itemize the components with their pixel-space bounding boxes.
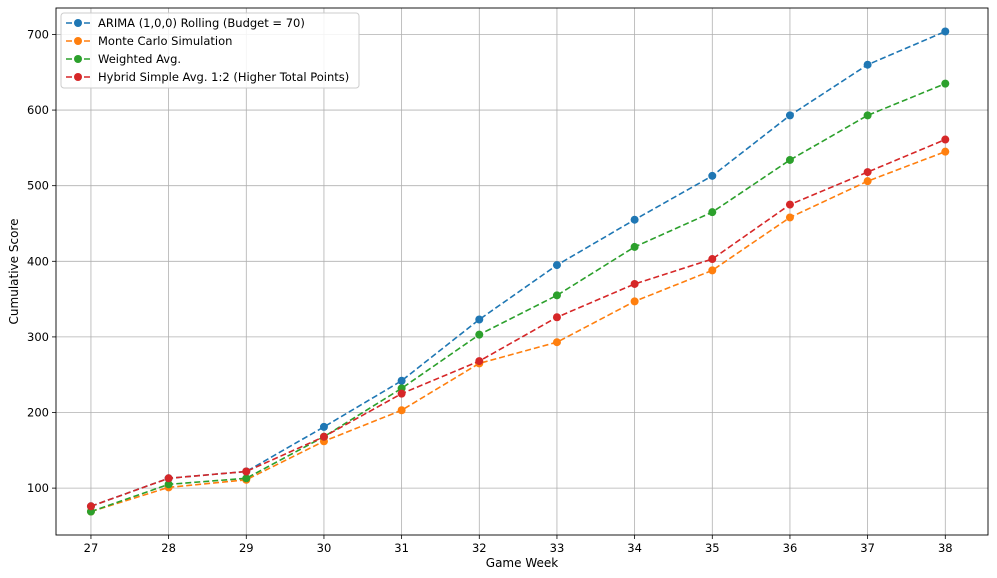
x-tick-label: 36 [783,541,798,555]
data-point [863,177,872,186]
legend-label: Weighted Avg. [98,52,181,66]
data-point [863,111,872,120]
data-point [863,60,872,69]
series-line [90,138,946,508]
data-point [164,480,173,489]
data-point [785,111,794,120]
y-axis-ticks: 100 200 300 400 500 600 700 [27,27,56,495]
legend-label: ARIMA (1,0,0) Rolling (Budget = 70) [98,16,305,30]
data-point [941,147,950,156]
data-point [708,255,717,264]
data-point [941,135,950,144]
x-tick-label: 29 [239,541,254,555]
y-axis-label: Cumulative Score [7,219,21,325]
series-line [90,82,946,513]
y-tick-label: 600 [27,103,49,117]
legend-item: Weighted Avg. [66,52,181,66]
y-tick-label: 100 [27,481,49,495]
x-tick-label: 38 [938,541,953,555]
data-point [630,215,639,224]
x-tick-label: 32 [472,541,487,555]
data-point [552,313,561,322]
data-point [708,266,717,275]
data-point [475,357,484,366]
y-tick-label: 300 [27,330,49,344]
x-tick-label: 34 [627,541,642,555]
data-point [785,155,794,164]
data-point [242,474,251,483]
data-point [941,27,950,36]
data-point [630,242,639,251]
x-tick-label: 28 [161,541,176,555]
data-point [397,389,406,398]
series-layer [86,27,950,516]
legend-label: Monte Carlo Simulation [98,34,232,48]
data-point [708,171,717,180]
legend-item: Monte Carlo Simulation [66,34,232,48]
data-point [319,422,328,431]
data-point [941,79,950,88]
legend: ARIMA (1,0,0) Rolling (Budget = 70) Monte… [60,12,360,89]
data-point [475,315,484,324]
data-point [708,208,717,217]
y-tick-label: 200 [27,406,49,420]
x-tick-label: 33 [550,541,565,555]
legend-box [60,12,360,89]
x-axis-label: Game Week [486,556,558,570]
x-tick-label: 35 [705,541,720,555]
data-point [552,291,561,300]
data-point [552,338,561,347]
legend-marker [74,19,82,27]
data-point [86,502,95,511]
x-tick-label: 31 [394,541,409,555]
data-point [397,406,406,415]
y-tick-label: 400 [27,254,49,268]
data-point [630,297,639,306]
legend-marker [74,55,82,63]
x-axis-ticks: 27 28 29 30 31 32 33 34 35 36 37 38 [84,535,953,555]
data-point [242,467,251,476]
x-tick-label: 37 [860,541,875,555]
grid [56,8,988,535]
legend-item: ARIMA (1,0,0) Rolling (Budget = 70) [66,16,305,30]
series-line [90,150,946,513]
data-point [863,168,872,177]
data-point [785,213,794,222]
data-point [397,376,406,385]
data-point [164,474,173,483]
data-point [785,200,794,209]
series-4 [86,135,950,511]
legend-marker [74,73,82,81]
data-point [319,432,328,441]
plot-frame [55,7,989,536]
x-tick-label: 27 [84,541,99,555]
legend-label: Hybrid Simple Avg. 1:2 (Higher Total Poi… [98,70,349,84]
data-point [552,261,561,270]
legend-marker [74,37,82,45]
x-tick-label: 30 [317,541,332,555]
y-tick-label: 500 [27,179,49,193]
legend-item: Hybrid Simple Avg. 1:2 (Higher Total Poi… [66,70,349,84]
y-tick-label: 700 [27,27,49,41]
data-point [475,330,484,339]
data-point [630,279,639,288]
